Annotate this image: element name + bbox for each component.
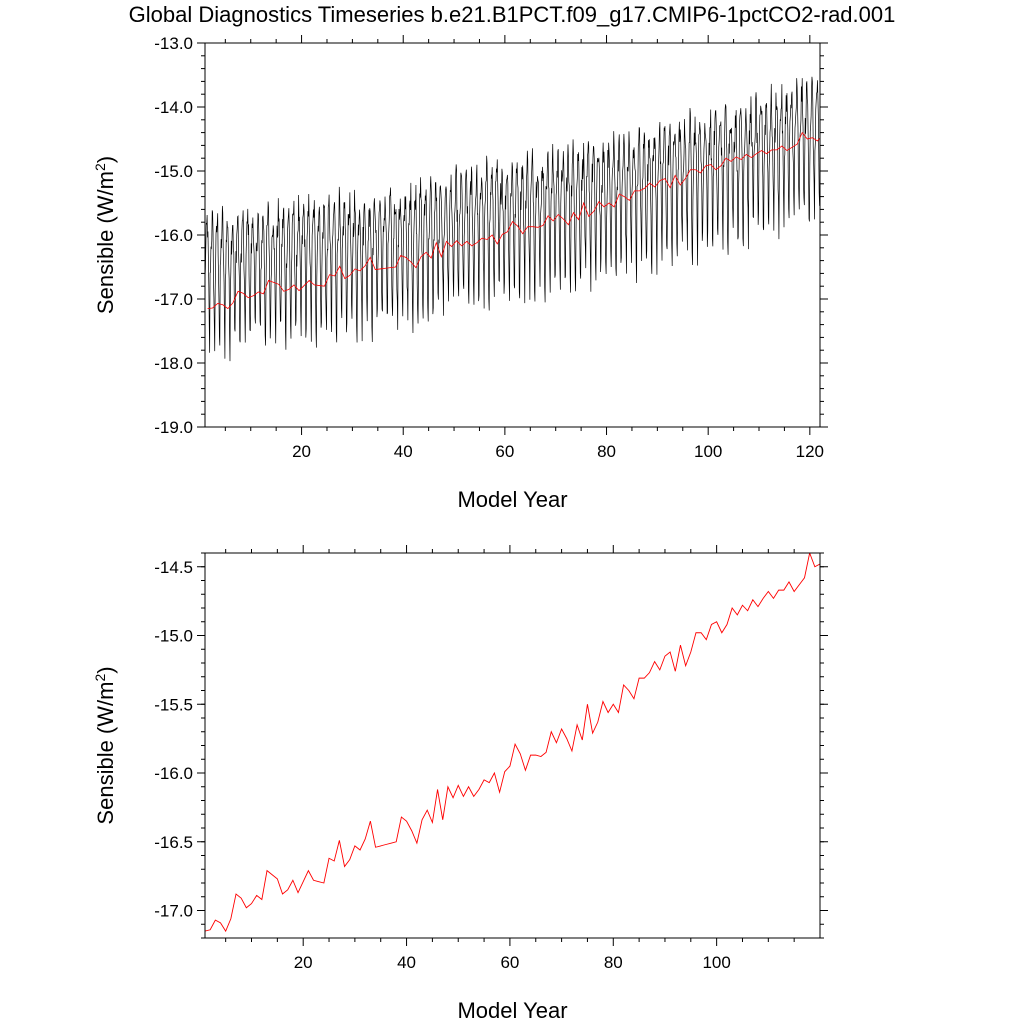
x-tick-label: 40 bbox=[394, 442, 413, 461]
y-tick-label: -14.0 bbox=[154, 98, 193, 117]
x-tick-label: 80 bbox=[604, 953, 623, 972]
y-tick-label: -17.0 bbox=[154, 902, 193, 921]
x-tick-label: 20 bbox=[292, 442, 311, 461]
y-tick-label: -16.0 bbox=[154, 764, 193, 783]
y-tick-label: -16.5 bbox=[154, 833, 193, 852]
y-tick-label: -17.0 bbox=[154, 290, 193, 309]
annual-mean-series-line bbox=[207, 131, 820, 310]
y-tick-label: -18.0 bbox=[154, 354, 193, 373]
monthly-series-line bbox=[205, 76, 820, 362]
page-title: Global Diagnostics Timeseries b.e21.B1PC… bbox=[129, 2, 896, 27]
x-tick-label: 120 bbox=[796, 442, 824, 461]
y-tick-label: -13.0 bbox=[154, 34, 193, 53]
x-tick-label: 20 bbox=[294, 953, 313, 972]
x-tick-label: 80 bbox=[597, 442, 616, 461]
y-tick-label: -14.5 bbox=[154, 558, 193, 577]
x-tick-label: 100 bbox=[702, 953, 730, 972]
x-axis-title: Model Year bbox=[457, 487, 567, 512]
y-tick-label: -15.5 bbox=[154, 695, 193, 714]
x-tick-label: 60 bbox=[500, 953, 519, 972]
y-tick-label: -15.0 bbox=[154, 162, 193, 181]
plot-frame bbox=[204, 552, 821, 939]
y-axis-title: Sensible (W/m2) bbox=[92, 156, 118, 314]
x-tick-label: 40 bbox=[397, 953, 416, 972]
top-panel-sensible-heat-monthly: 20 40 60 80 100 120 -19.0 -18.0 -17.0 -16.0 -15.0 -… bbox=[92, 34, 828, 512]
y-tick-label: -19.0 bbox=[154, 418, 193, 437]
annual-series-line bbox=[205, 553, 820, 933]
x-tick-label: 100 bbox=[694, 442, 722, 461]
y-axis-title: Sensible (W/m2) bbox=[92, 666, 118, 824]
y-tick-label: -15.0 bbox=[154, 627, 193, 646]
y-tick-label: -16.0 bbox=[154, 226, 193, 245]
bottom-panel-sensible-heat-annual: 20 40 60 80 100 -17.0 -16.5 -16.0 -15.5 -15.0 -14.… bbox=[92, 545, 828, 1023]
x-axis-title: Model Year bbox=[457, 998, 567, 1023]
x-tick-label: 60 bbox=[495, 442, 514, 461]
